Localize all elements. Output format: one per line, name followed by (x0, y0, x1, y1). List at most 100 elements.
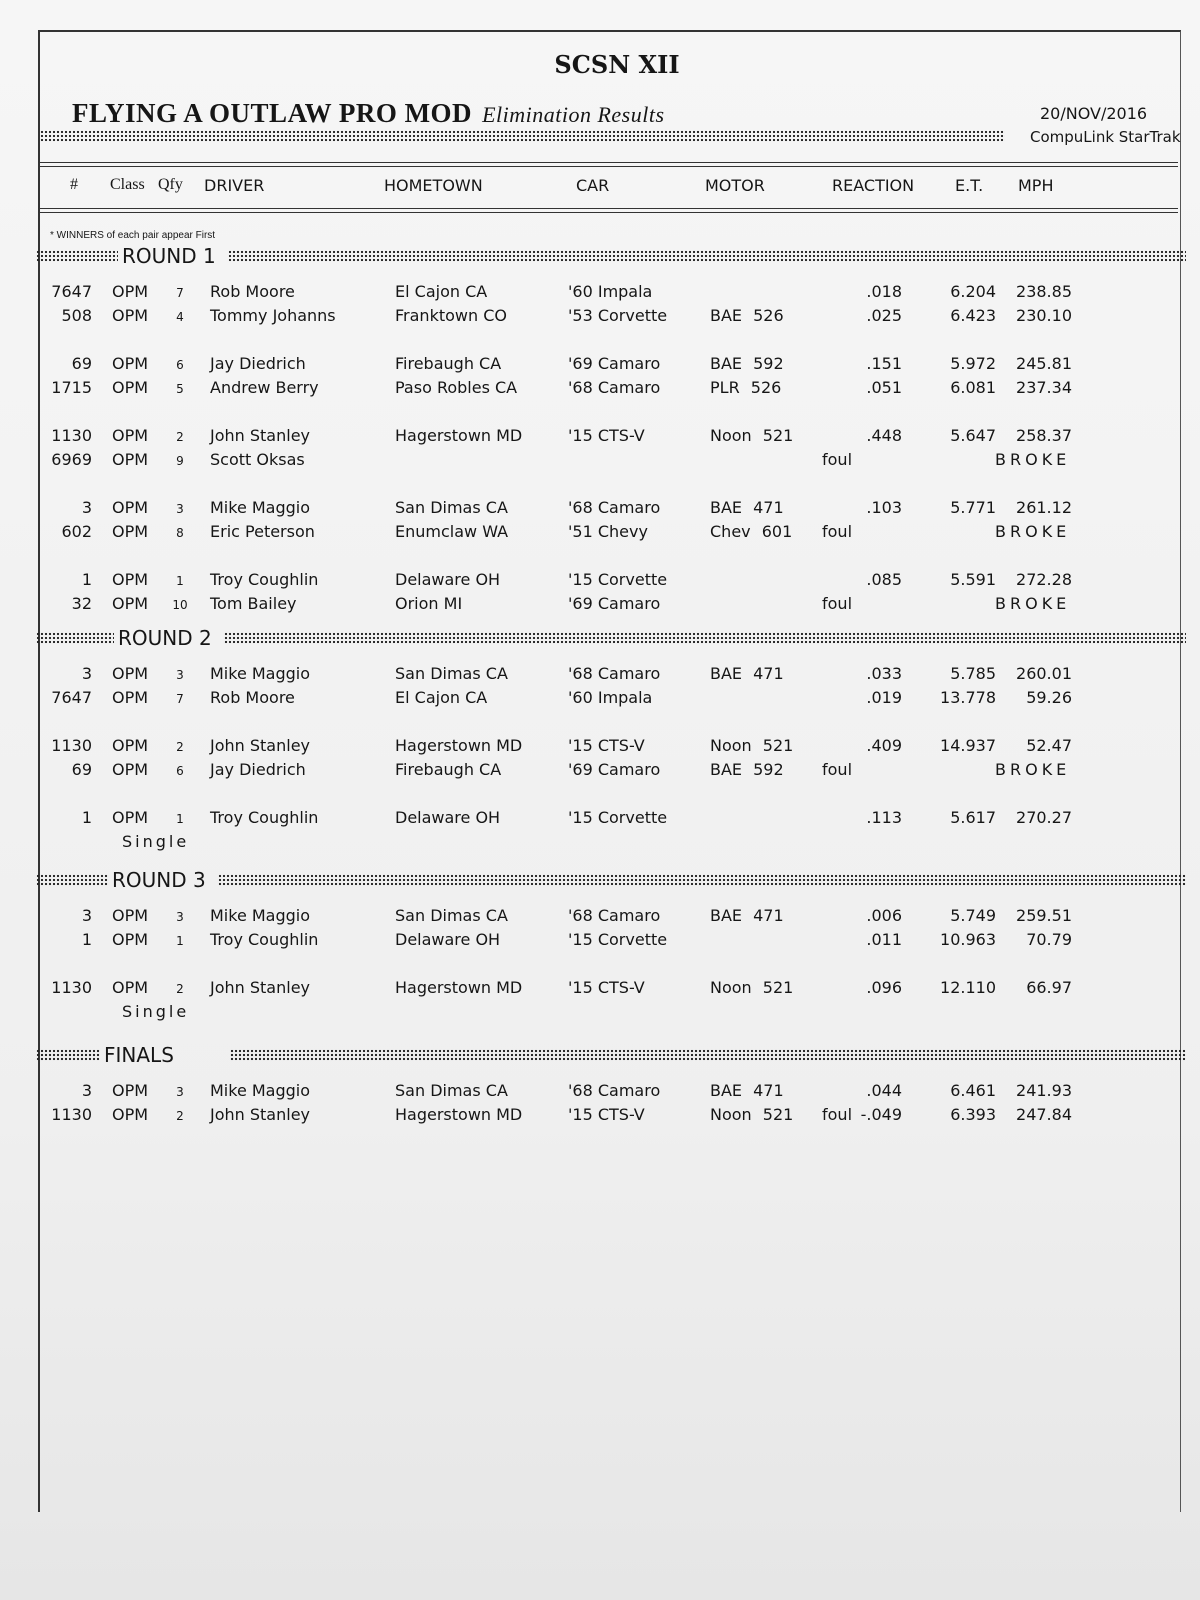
cell-qfy: 5 (176, 382, 184, 396)
cell-qfy: 7 (176, 286, 184, 300)
cell-hometown: Hagerstown MD (395, 978, 523, 997)
column-header: Class (110, 176, 145, 193)
cell-reaction: .044 (866, 1081, 902, 1100)
cell-et: 6.393 (950, 1105, 996, 1124)
cell-motor: PLR 526 (710, 378, 782, 397)
cell-car: '68 Camaro (568, 664, 661, 683)
cell-driver: Andrew Berry (210, 378, 319, 397)
cell-hometown: San Dimas CA (395, 498, 508, 517)
cell-qfy: 3 (176, 502, 184, 516)
cell-num: 1130 (51, 978, 92, 997)
cell-broke: BROKE (995, 594, 1071, 613)
cell-class: OPM (112, 354, 149, 373)
divider (38, 208, 1178, 209)
cell-qfy: 9 (176, 454, 184, 468)
cell-foul: foul (822, 1105, 853, 1124)
cell-motor: Noon 521 (710, 426, 794, 445)
cell-mph: 230.10 (1016, 306, 1072, 325)
result-row: 602 OPM 8 Eric Peterson Enumclaw WA '51 Chevy… (0, 522, 1200, 546)
cell-driver: Rob Moore (210, 282, 295, 301)
cell-num: 1130 (51, 736, 92, 755)
cell-hometown: Hagerstown MD (395, 1105, 523, 1124)
dotted-divider (36, 1049, 100, 1061)
column-header: MOTOR (705, 176, 765, 195)
cell-driver: Scott Oksas (210, 450, 305, 469)
cell-class: OPM (112, 808, 149, 827)
cell-num: 7647 (51, 688, 92, 707)
cell-driver: John Stanley (210, 736, 311, 755)
cell-qfy: 7 (176, 692, 184, 706)
cell-mph: 241.93 (1016, 1081, 1072, 1100)
column-header: Qfy (158, 176, 183, 193)
cell-class: OPM (112, 906, 149, 925)
cell-mph: 247.84 (1016, 1105, 1072, 1124)
cell-car: '15 CTS-V (568, 1105, 645, 1124)
cell-mph: 260.01 (1016, 664, 1072, 683)
cell-num: 1130 (51, 1105, 92, 1124)
cell-hometown: San Dimas CA (395, 1081, 508, 1100)
cell-hometown: Delaware OH (395, 808, 501, 827)
cell-class: OPM (112, 760, 149, 779)
cell-qfy: 6 (176, 358, 184, 372)
cell-class: OPM (112, 570, 149, 589)
cell-motor: Noon 521 (710, 1105, 794, 1124)
cell-motor: BAE 471 (710, 906, 784, 925)
result-row: 3 OPM 3 Mike Maggio San Dimas CA '68 Camaro BA… (0, 664, 1200, 688)
cell-reaction: .409 (866, 736, 902, 755)
cell-num: 508 (61, 306, 92, 325)
cell-et: 5.749 (950, 906, 996, 925)
result-row: 7647 OPM 7 Rob Moore El Cajon CA '60 Impala .0… (0, 688, 1200, 712)
cell-class: OPM (112, 688, 149, 707)
cell-et: 14.937 (940, 736, 996, 755)
dotted-divider (228, 250, 1186, 262)
cell-class: OPM (112, 522, 149, 541)
cell-driver: Tommy Johanns (210, 306, 336, 325)
cell-car: '15 CTS-V (568, 736, 645, 755)
cell-driver: John Stanley (210, 426, 311, 445)
cell-qfy: 4 (176, 310, 184, 324)
result-row: 1 OPM 1 Troy Coughlin Delaware OH '15 Corvett… (0, 570, 1200, 594)
cell-hometown: El Cajon CA (395, 282, 488, 301)
round-label: ROUND 2 (118, 626, 212, 650)
cell-et: 12.110 (940, 978, 996, 997)
cell-reaction: .019 (866, 688, 902, 707)
cell-reaction: .096 (866, 978, 902, 997)
cell-car: '15 Corvette (568, 808, 668, 827)
cell-car: '60 Impala (568, 688, 653, 707)
column-header: REACTION (832, 176, 915, 195)
result-row: 3 OPM 3 Mike Maggio San Dimas CA '68 Camaro BA… (0, 906, 1200, 930)
cell-reaction: .151 (866, 354, 902, 373)
cell-car: '68 Camaro (568, 906, 661, 925)
cell-driver: Rob Moore (210, 688, 295, 707)
round-header: FINALS (36, 1043, 1186, 1067)
result-row: 3 OPM 3 Mike Maggio San Dimas CA '68 Camaro BA… (0, 1081, 1200, 1105)
cell-num: 1 (81, 808, 92, 827)
cell-foul: foul (822, 522, 853, 541)
cell-mph: 52.47 (1026, 736, 1072, 755)
page-frame (38, 30, 1181, 1512)
cell-car: '69 Camaro (568, 760, 661, 779)
cell-hometown: Hagerstown MD (395, 426, 523, 445)
cell-hometown: San Dimas CA (395, 906, 508, 925)
cell-qfy: 6 (176, 764, 184, 778)
cell-et: 6.204 (950, 282, 996, 301)
cell-motor: Noon 521 (710, 736, 794, 755)
cell-reaction: .025 (866, 306, 902, 325)
cell-reaction: .006 (866, 906, 902, 925)
cell-car: '53 Corvette (568, 306, 668, 325)
result-row: 1715 OPM 5 Andrew Berry Paso Robles CA '68 Ca… (0, 378, 1200, 402)
cell-et: 6.423 (950, 306, 996, 325)
cell-driver: John Stanley (210, 978, 311, 997)
cell-motor: BAE 471 (710, 1081, 784, 1100)
cell-motor: Noon 521 (710, 978, 794, 997)
event-title: SCSN XII (554, 50, 680, 79)
round-header: ROUND 1 (36, 244, 1186, 268)
cell-driver: Mike Maggio (210, 906, 311, 925)
column-header: E.T. (955, 176, 984, 195)
cell-class: OPM (112, 426, 149, 445)
dotted-divider (36, 250, 118, 262)
cell-driver: Mike Maggio (210, 498, 311, 517)
cell-class: OPM (112, 282, 149, 301)
column-header: DRIVER (204, 176, 265, 195)
